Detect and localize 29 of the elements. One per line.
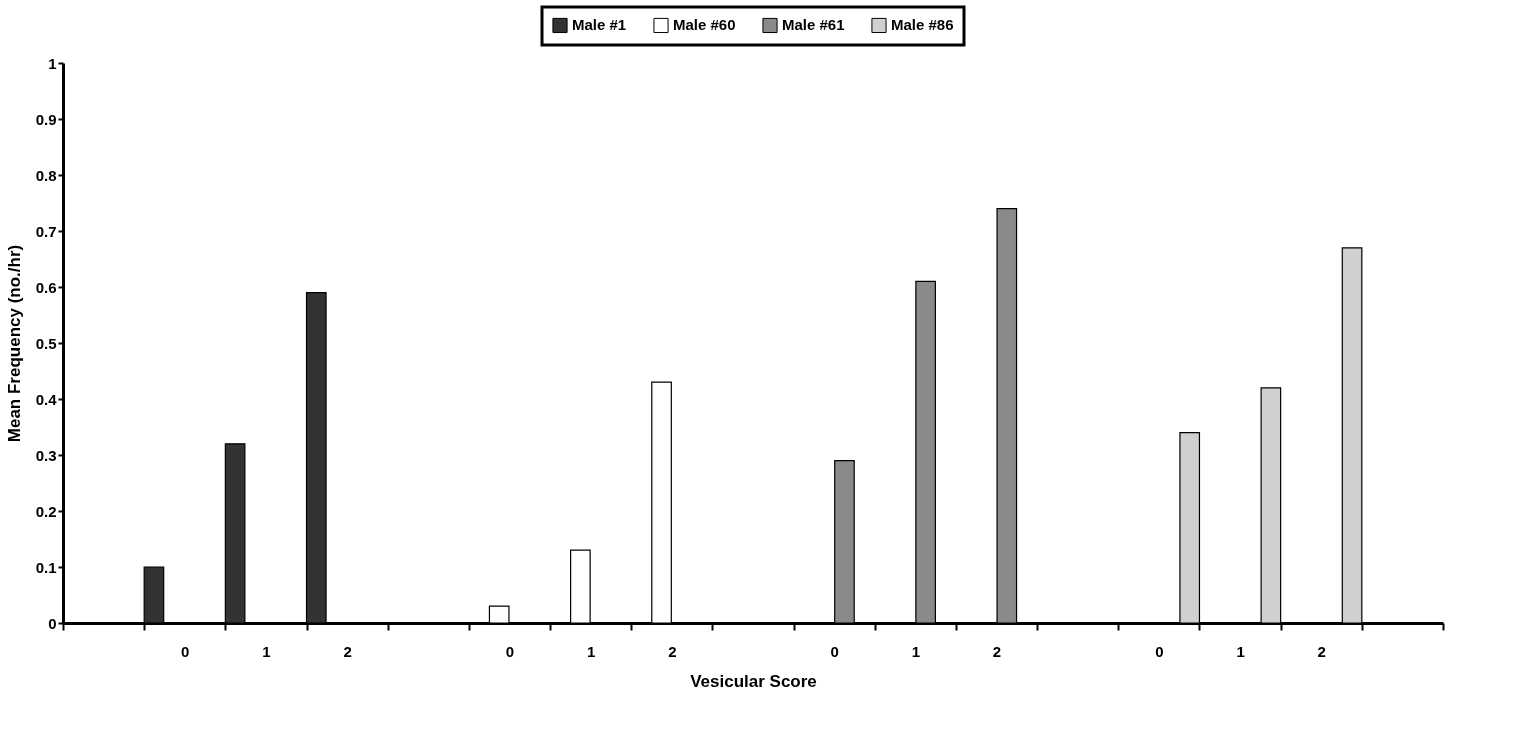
x-tick-label: 0: [181, 642, 190, 660]
x-tick-label: 0: [505, 642, 515, 660]
legend-label: Male #86: [891, 16, 954, 34]
x-tick-label: 1: [911, 642, 921, 660]
y-tick-label: 0.1: [35, 558, 57, 576]
y-tick-label: 0.8: [35, 166, 57, 184]
x-tick-label: 0: [830, 642, 839, 660]
x-axis-title: Vesicular Score: [690, 671, 817, 691]
x-tick-label: 0: [1155, 642, 1164, 660]
x-tick-label: 2: [1317, 642, 1326, 660]
y-tick-label: 0.4: [35, 390, 58, 408]
y-tick-label: 0.2: [35, 502, 57, 520]
x-tick-label: 2: [343, 642, 352, 660]
x-tick-label: 2: [992, 642, 1002, 660]
x-tick-label: 1: [586, 642, 596, 660]
legend-label: Male #60: [673, 16, 736, 34]
x-tick-label: 2: [668, 642, 677, 660]
x-tick-label: 1: [1236, 642, 1245, 660]
x-tick-label: 1: [262, 642, 271, 660]
y-tick-label: 0: [48, 614, 57, 632]
y-tick-label: 0.9: [35, 110, 57, 128]
y-tick-label: 0.5: [35, 334, 57, 352]
y-axis-title: Mean Frequency (no./hr): [4, 244, 24, 443]
y-tick-label: 0.6: [35, 278, 57, 296]
y-tick-label: 1: [48, 54, 57, 72]
legend-label: Male #1: [572, 16, 627, 34]
legend-label: Male #61: [782, 16, 845, 34]
y-tick-label: 0.3: [35, 446, 57, 464]
y-tick-label: 0.7: [35, 222, 57, 240]
